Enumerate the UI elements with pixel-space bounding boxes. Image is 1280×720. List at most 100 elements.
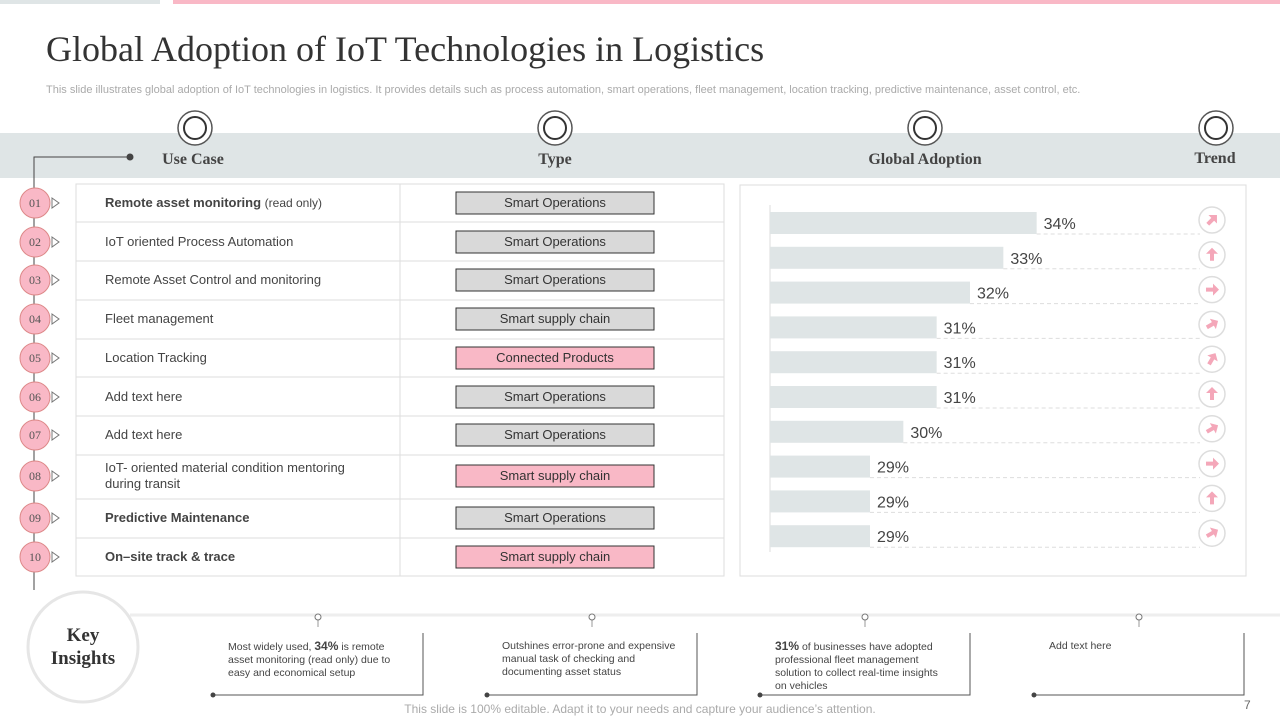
- bar: [770, 316, 937, 339]
- insight-bracket: [213, 633, 424, 696]
- insight-text: Outshines error-prone and expensive manu…: [502, 640, 677, 679]
- insight-bracket: [760, 633, 971, 696]
- use-case: Add text here: [105, 389, 375, 405]
- use-case-text: Location Tracking: [105, 350, 207, 365]
- column-header: Use Case: [162, 151, 224, 168]
- row-number-circle: [19, 541, 51, 573]
- header-icon-inner: [543, 116, 567, 140]
- type-box: [455, 385, 655, 409]
- type-box: [455, 545, 655, 569]
- trend-arrow-shape: [1206, 215, 1217, 226]
- insight-circle: [26, 590, 140, 704]
- header-icon: [907, 110, 943, 146]
- header-icon-inner: [913, 116, 937, 140]
- row-number: 04: [29, 312, 41, 326]
- use-case: Fleet management: [105, 311, 375, 327]
- row-number: 06: [29, 390, 41, 404]
- trend-arrow: [1206, 491, 1218, 505]
- type-box: [455, 423, 655, 447]
- top-bar: [173, 0, 1280, 4]
- insight-text: 31% of businesses have adopted professio…: [775, 640, 950, 693]
- row-number-circle: [19, 502, 51, 534]
- use-case: IoT oriented Process Automation: [105, 234, 375, 250]
- insight-dot: [757, 692, 763, 698]
- insight-text: Most widely used, 34% is remote asset mo…: [228, 640, 403, 680]
- type-label: Smart Operations: [504, 510, 606, 525]
- insight-part: Most widely used,: [228, 641, 315, 653]
- row-number-circle: [19, 303, 51, 335]
- use-case-text: Add text here: [105, 427, 183, 442]
- row-number: 03: [29, 273, 41, 287]
- column-header: Trend: [1194, 150, 1236, 167]
- type-box: [455, 307, 655, 331]
- row-number: 07: [29, 428, 41, 442]
- insight-pin-head: [314, 613, 322, 621]
- type-label: Smart Operations: [504, 427, 606, 442]
- timeline-dot: [126, 153, 134, 161]
- bar: [770, 386, 937, 408]
- bar-label: 31%: [944, 390, 976, 407]
- insight-part: of businesses have adopted professional …: [775, 641, 938, 692]
- chart-frame: [739, 184, 1247, 577]
- trend-arrow: [1205, 527, 1219, 538]
- title: Global Adoption of IoT Technologies in L…: [46, 29, 765, 69]
- insight-dot: [210, 692, 216, 698]
- bar-label: 31%: [944, 320, 976, 337]
- type-box: [455, 464, 655, 488]
- insight-pin-head: [1135, 613, 1143, 621]
- type-box: [455, 191, 655, 215]
- type-box: [455, 268, 655, 292]
- row-number-circle: [19, 419, 51, 451]
- bar-label: 29%: [877, 529, 909, 546]
- use-case: Location Tracking: [105, 350, 375, 366]
- trend-arrow-shape: [1206, 491, 1218, 505]
- row-number: 05: [29, 351, 41, 365]
- trend-arrow-shape: [1207, 353, 1218, 366]
- bar-label: 33%: [1010, 251, 1042, 268]
- trend-arrow: [1206, 247, 1218, 261]
- insight-text: Add text here: [1049, 640, 1224, 653]
- header-band: [0, 133, 1280, 178]
- row-number-circle: [19, 342, 51, 374]
- trend-arrow: [1206, 387, 1218, 400]
- row-arrow: [51, 470, 60, 482]
- bar: [770, 420, 904, 443]
- row-arrow: [51, 512, 60, 524]
- insight-dot: [484, 692, 490, 698]
- use-case: IoT- oriented material condition mentori…: [105, 460, 375, 492]
- insight-bold: 31%: [775, 639, 800, 653]
- trend-arrow-shape: [1206, 247, 1218, 261]
- row-number-circle: [19, 381, 51, 413]
- insight-dot: [1031, 692, 1037, 698]
- bar: [770, 281, 970, 304]
- use-case: Predictive Maintenance: [105, 510, 375, 526]
- row-arrow: [51, 551, 60, 563]
- trend-arrow-shape: [1205, 527, 1219, 538]
- subtitle: This slide illustrates global adoption o…: [46, 84, 1081, 96]
- row-number-circle: [19, 264, 51, 296]
- use-case: On–site track & trace: [105, 549, 375, 565]
- header-icon: [177, 110, 213, 146]
- row-arrow: [51, 274, 60, 286]
- trend-arrow: [1207, 353, 1218, 366]
- type-box: [455, 230, 655, 254]
- row-number: 09: [29, 511, 41, 525]
- bar: [770, 246, 1004, 269]
- bar-label: 34%: [1044, 216, 1076, 233]
- type-label: Smart Operations: [504, 195, 606, 210]
- insight-bracket: [1034, 633, 1245, 696]
- type-label: Smart supply chain: [500, 468, 611, 483]
- type-label: Smart Operations: [504, 389, 606, 404]
- bar: [770, 212, 1037, 234]
- row-arrow: [51, 236, 60, 248]
- use-case-text: Predictive Maintenance: [105, 510, 250, 525]
- type-label: Smart Operations: [504, 234, 606, 249]
- bar-label: 29%: [877, 494, 909, 511]
- insight-bold: 34%: [314, 639, 339, 653]
- use-case-text: IoT oriented Process Automation: [105, 234, 294, 249]
- trend-arrow: [1206, 215, 1217, 226]
- type-label: Smart supply chain: [500, 549, 611, 564]
- bar: [770, 455, 870, 478]
- page-number: 7: [1244, 698, 1251, 712]
